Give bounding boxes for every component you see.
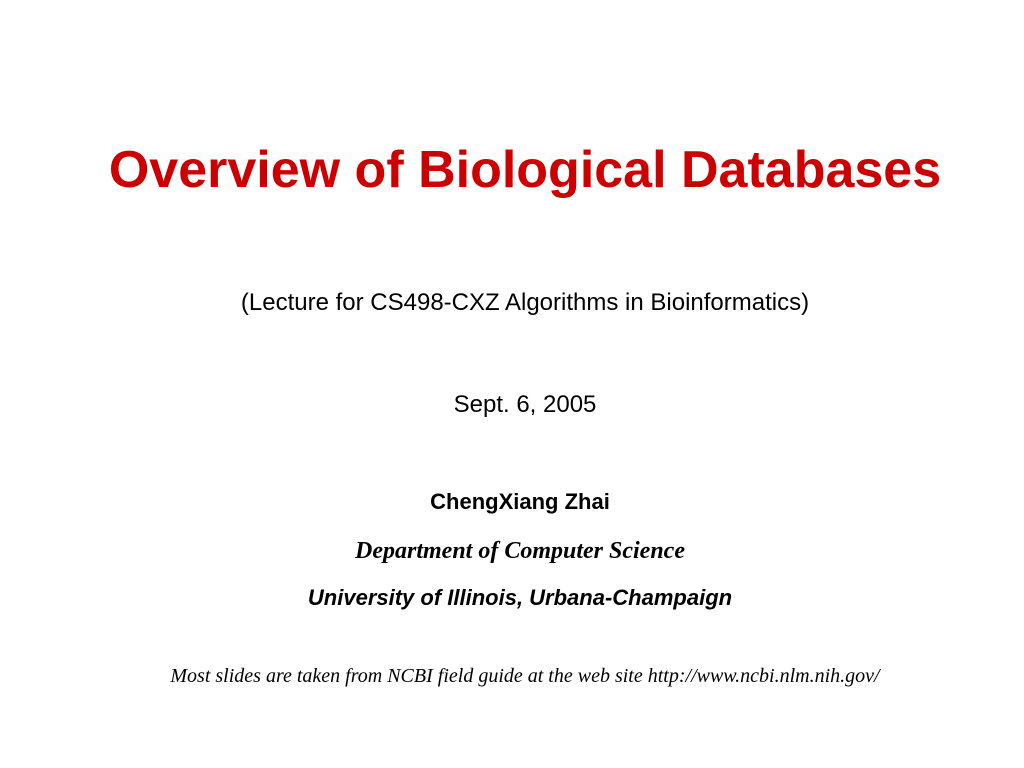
source-note: Most slides are taken from NCBI field gu… [170, 665, 880, 687]
slide-date: Sept. 6, 2005 [453, 391, 597, 418]
slide-title: Overview of Biological Databases [108, 141, 942, 199]
university: University of Illinois, Urbana-Champaign [307, 585, 733, 610]
author-name: ChengXiang Zhai [430, 489, 610, 514]
department: Department of Computer Science [355, 538, 685, 564]
slide-subtitle: (Lecture for CS498-CXZ Algorithms in Bio… [240, 289, 810, 316]
